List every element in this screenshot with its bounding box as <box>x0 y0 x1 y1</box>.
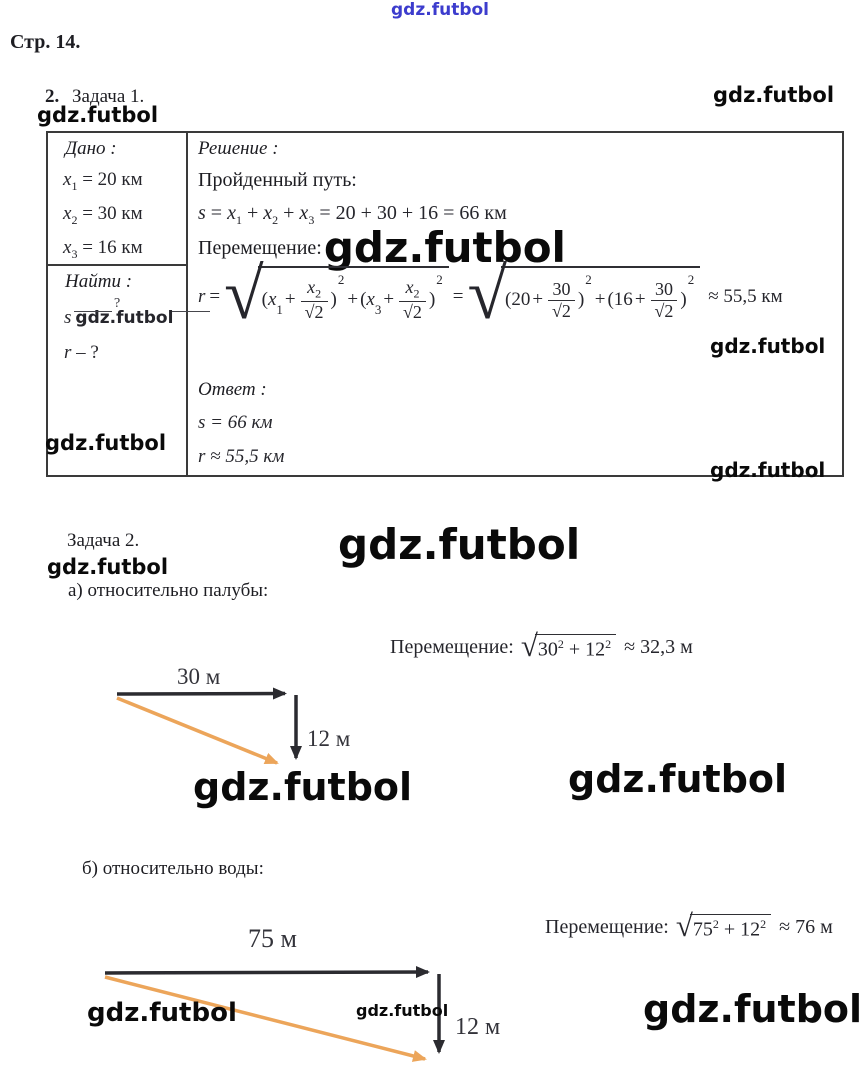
water-horizontal-arrow <box>104 966 430 979</box>
path-equation: s = x1 + x2 + x3 = 20 + 30 + 16 = 66 км <box>198 202 507 227</box>
path-label: Пройденный путь: <box>198 169 357 191</box>
watermark-table-bottom-right: gdz.futbol <box>710 458 826 482</box>
deck-drop-label: 12 м <box>307 726 351 751</box>
diagram-water: 12 м <box>104 966 500 1062</box>
radical-numeric: √ (20 + 30 √2 ) 2 + (16 + 30 √2 ) 2 <box>467 258 701 330</box>
water-drop-label: 12 м <box>455 1014 500 1040</box>
find-label: Найти : <box>65 271 133 292</box>
displacement-a-label: Перемещение: <box>390 636 514 659</box>
displacement-b: Перемещение: √ 752 + 122 ≈ 76 м <box>545 910 833 942</box>
task2-title: Задача 2. <box>67 530 140 551</box>
find-s-row: s gdz.futbol <box>64 307 174 328</box>
answer-label: Ответ : <box>198 379 267 400</box>
solution-table: Дано : x1 = 20 км x2 = 30 км x3 = 16 км … <box>45 131 844 480</box>
given-find-divider <box>48 264 186 266</box>
task1-title: Задача 1. <box>72 86 145 107</box>
watermark-under-heading: gdz.futbol <box>37 103 159 127</box>
answer-s: s = 66 км <box>198 412 273 433</box>
watermark-solution-big: gdz.futbol <box>323 223 566 272</box>
watermark-task2-left: gdz.futbol <box>47 555 169 579</box>
find-s-question: ? <box>114 296 121 311</box>
watermark-diagram-b-small: gdz.futbol <box>356 1001 449 1020</box>
water-distance-label: 75 м <box>248 924 297 953</box>
watermark-find-row: gdz.futbol <box>75 308 174 328</box>
given-x2: x2 = 30 км <box>63 203 143 227</box>
radical-symbolic: √ (x 1 + x2 √2 ) 2 + (x 3 + x2 √2 ) 2 <box>224 258 449 330</box>
displacement-label: Перемещение: <box>198 236 322 259</box>
displacement-a-result: ≈ 32,3 м <box>624 636 693 659</box>
radical-b: √ 752 + 122 <box>676 910 772 942</box>
watermark-formula-right: gdz.futbol <box>710 334 826 358</box>
radical-a: √ 302 + 122 <box>521 630 617 662</box>
solution-column: Решение : Пройденный путь: s = x1 + x2 +… <box>188 133 842 480</box>
task2-b-label: б) относительно воды: <box>82 858 264 879</box>
displacement-line: Перемещение: gdz.futbol <box>198 227 566 269</box>
watermark-diagram-a-left: gdz.futbol <box>193 765 413 809</box>
displacement-b-label: Перемещение: <box>545 916 669 939</box>
watermark-top-center: gdz.futbol <box>391 0 489 20</box>
watermark-table-bottom-left: gdz.futbol <box>45 431 167 455</box>
watermark-bottom-right: gdz.futbol <box>643 987 863 1031</box>
given-x3: x3 = 16 км <box>63 237 143 261</box>
given-label: Дано : <box>65 138 117 159</box>
deck-resultant-arrow <box>116 696 279 765</box>
deck-horizontal-arrow <box>116 687 287 700</box>
displacement-b-result: ≈ 76 м <box>779 916 833 939</box>
task2-a-label: а) относительно палубы: <box>68 580 269 601</box>
find-r-row: r – ? <box>64 342 99 363</box>
displacement-a: Перемещение: √ 302 + 122 ≈ 32,3 м <box>390 630 693 662</box>
deck-distance-label: 30 м <box>177 664 221 689</box>
given-column: Дано : x1 = 20 км x2 = 30 км x3 = 16 км … <box>45 133 188 475</box>
given-x1: x1 = 20 км <box>63 169 143 193</box>
watermark-task2-big: gdz.futbol <box>338 520 581 569</box>
answer-r: r ≈ 55,5 км <box>198 446 285 467</box>
page-title: Стр. 14. <box>10 31 81 53</box>
watermark-diagram-a-right: gdz.futbol <box>568 757 788 801</box>
watermark-diagram-b-left: gdz.futbol <box>87 998 237 1028</box>
watermark-top-right: gdz.futbol <box>713 83 835 107</box>
water-resultant-arrow <box>104 975 427 1062</box>
diagram-deck: 30 м 12 м <box>116 664 351 765</box>
task1-number: 2. <box>45 86 60 107</box>
task1-heading: 2. Задача 1. <box>45 86 144 108</box>
displacement-formula: r = √ (x 1 + x2 √2 ) 2 + (x 3 + x2 √2 ) 2 <box>198 254 783 334</box>
solution-label: Решение : <box>198 138 279 159</box>
